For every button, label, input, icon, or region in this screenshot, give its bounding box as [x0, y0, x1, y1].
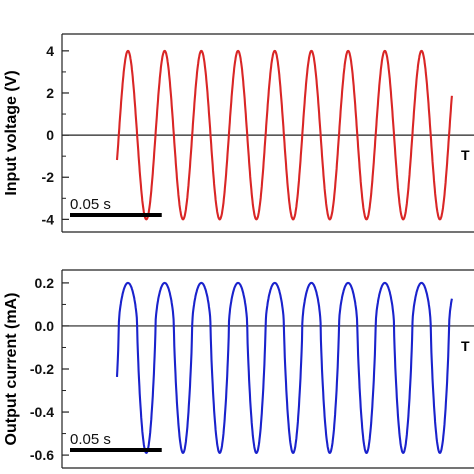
scale-bar-label: 0.05 s	[70, 431, 111, 448]
y-tick-label: -4	[42, 211, 55, 227]
y-tick-label: 4	[46, 43, 54, 59]
y-tick-label: -0.6	[30, 447, 54, 463]
series-line	[115, 281, 453, 454]
y-axis-label: Input voltage (V)	[3, 70, 20, 195]
y-tick-label: 0.2	[35, 275, 55, 291]
side-label: T	[461, 338, 470, 354]
y-axis-label: Output current (mA)	[3, 293, 20, 446]
panel-2: 0.2 0.0 -0.2 -0.4 -0.6 Output current (mA) 0.0…	[3, 269, 474, 469]
y-tick-label: -2	[42, 169, 55, 185]
y-tick-label: -0.4	[30, 404, 54, 420]
y-tick-label: 0.0	[35, 318, 55, 334]
panel-1: 4 2 0 -2 -4 Input voltage (V) 0.05 s T	[3, 33, 474, 233]
y-tick-label: 0	[46, 127, 54, 143]
series-line	[115, 49, 453, 221]
side-label: T	[461, 147, 470, 163]
scale-bar-label: 0.05 s	[70, 196, 111, 213]
y-tick-label: -0.2	[30, 361, 54, 377]
y-tick-label: 2	[46, 85, 54, 101]
